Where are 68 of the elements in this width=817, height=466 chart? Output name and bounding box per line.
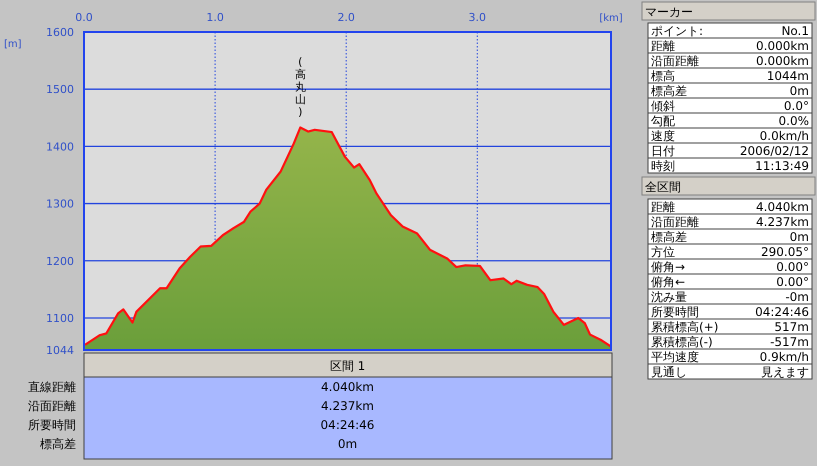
text: 0m: [790, 84, 809, 98]
text: 直線距離: [28, 380, 76, 394]
text: 沿面距離: [651, 54, 699, 68]
text: No.1: [781, 24, 809, 38]
y-tick-label: 1100: [46, 312, 74, 325]
text: マーカー: [645, 5, 693, 19]
text: 0m: [790, 230, 809, 244]
y-tick-label: 1044: [46, 344, 74, 357]
text: -517m: [770, 335, 809, 349]
x-tick-label: 2.0: [337, 11, 355, 24]
text: 4.040km: [756, 200, 809, 214]
text: 勾配: [651, 114, 675, 128]
text: 04:24:46: [755, 305, 809, 319]
text: 所要時間: [651, 305, 699, 319]
y-tick-label: 1200: [46, 254, 74, 268]
text: 4.237km: [321, 399, 374, 413]
text: 速度: [651, 129, 675, 143]
text: -0m: [785, 290, 809, 304]
text: 時刻: [651, 159, 675, 173]
text: 全区間: [645, 180, 681, 194]
text: 4.237km: [756, 215, 809, 229]
text: 標高: [651, 69, 675, 83]
text: 距離: [651, 39, 675, 53]
y-tick-label: 1600: [46, 26, 74, 39]
text: 見通し: [651, 365, 687, 379]
text: 04:24:46: [320, 418, 374, 432]
y-tick-label: 1500: [46, 83, 74, 96]
text: 方位: [651, 245, 675, 259]
text: 俯角→: [651, 260, 686, 274]
text: 0.9km/h: [760, 350, 809, 364]
text: 見えます: [761, 365, 809, 379]
text: 0.0%: [778, 114, 809, 128]
text: 0.0°: [784, 99, 809, 113]
text: 日付: [651, 144, 675, 158]
text: 沈み量: [651, 290, 687, 304]
text: 標高差: [40, 437, 76, 451]
text: 俯角←: [651, 275, 686, 289]
y-tick-label: 1300: [46, 198, 74, 211]
text: 0.00°: [776, 260, 809, 274]
x-tick-label: 1.0: [206, 11, 224, 24]
text: 傾斜: [651, 99, 675, 113]
text: 平均速度: [651, 350, 699, 364]
text: 0.000km: [756, 54, 809, 68]
x-axis-title: [km]: [599, 13, 623, 24]
text: 4.040km: [321, 380, 374, 394]
text: 沿面距離: [28, 399, 76, 413]
y-tick-label: 1400: [46, 140, 74, 154]
text: 0.0km/h: [760, 129, 809, 143]
text: 所要時間: [28, 418, 76, 432]
text: 2006/02/12: [740, 144, 809, 158]
x-tick-label: 3.0: [468, 11, 486, 24]
text: ポイント:: [651, 24, 704, 38]
x-tick-label: 0.0: [75, 11, 93, 24]
text: 標高差: [651, 84, 687, 98]
text: 区間 1: [330, 359, 366, 373]
text: 標高差: [651, 230, 687, 244]
text: 0.00°: [776, 275, 809, 289]
text: 290.05°: [761, 245, 809, 259]
text: 0.000km: [756, 39, 809, 53]
text: 11:13:49: [755, 159, 809, 173]
text: 累積標高(-): [651, 335, 713, 349]
text: 0m: [338, 437, 358, 451]
text: 1044m: [766, 69, 809, 83]
text: 沿面距離: [651, 215, 699, 229]
text: 距離: [651, 200, 675, 214]
y-axis-title: [m]: [4, 39, 22, 50]
text: 517m: [774, 320, 809, 334]
text: 累積標高(+): [651, 320, 718, 334]
